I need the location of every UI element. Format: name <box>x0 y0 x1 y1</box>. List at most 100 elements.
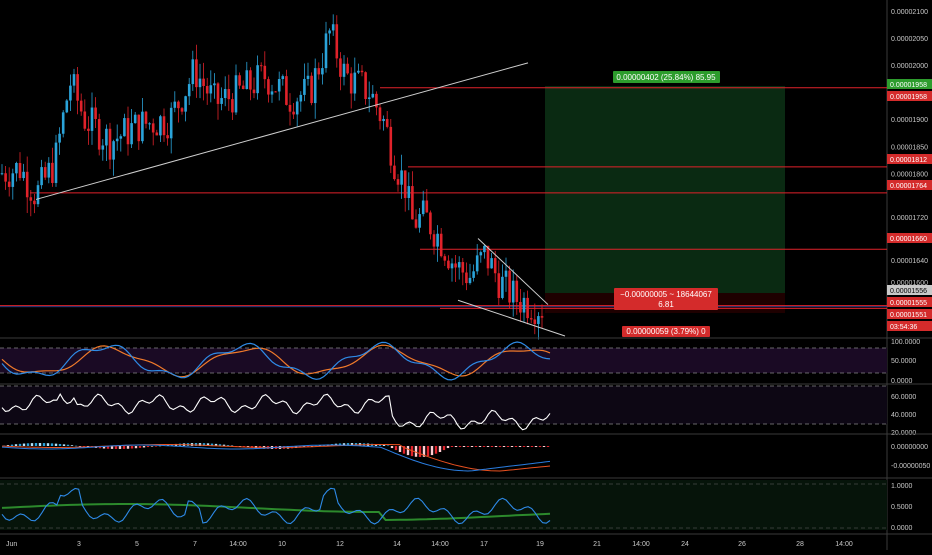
candle-body <box>43 167 47 178</box>
time-axis-label: 14:00 <box>431 541 449 548</box>
macd-hist-bar <box>434 446 438 454</box>
candles <box>0 14 544 340</box>
macd-hist-bar <box>386 445 390 447</box>
macd-hist-bar <box>210 443 214 446</box>
candle-body <box>382 118 385 122</box>
target-label-bg <box>613 71 720 83</box>
candle-body <box>256 65 259 94</box>
candle-body <box>159 116 162 136</box>
candle-body <box>522 297 526 313</box>
macd-hist-bar <box>350 443 354 446</box>
price-axis-label: 0.00001720 <box>891 215 928 222</box>
candle-body <box>335 24 339 59</box>
candle-body <box>195 59 198 88</box>
candle-body <box>342 63 346 77</box>
macd-hist-bar <box>58 443 62 446</box>
macd-hist-bar <box>46 443 50 446</box>
macd-hist-bar <box>530 446 534 447</box>
time-axis-label: 14:00 <box>835 541 853 548</box>
macd-hist-bar <box>346 443 350 446</box>
candle-body <box>245 70 249 89</box>
candle-body <box>418 214 421 228</box>
macd-hist-bar <box>418 446 422 457</box>
price-axis-label: 0.00001800 <box>891 171 928 178</box>
time-axis-label: 19 <box>536 541 544 548</box>
candle-body <box>198 78 202 88</box>
candle-body <box>511 280 515 303</box>
candle-body <box>29 197 33 201</box>
macd-hist-bar <box>206 443 210 446</box>
candle-body <box>295 101 299 115</box>
candle-body <box>11 173 15 187</box>
macd-hist-bar <box>22 443 26 446</box>
macd-hist-bar <box>138 446 142 448</box>
price-axis-label: 0.00001600 <box>891 280 928 287</box>
candle-body <box>501 276 504 298</box>
candle-body <box>468 277 472 284</box>
target-label: 0.00000402 (25.84%) 85.95 <box>613 71 720 83</box>
entry-label: −0.00000005 ~ 18644067 6.81 <box>614 288 718 310</box>
candle-body <box>443 256 447 261</box>
stoch-k-line <box>1 341 551 381</box>
time-axis-label: 26 <box>738 541 746 548</box>
macd-hist-bar <box>82 446 86 447</box>
candle-body <box>22 171 25 179</box>
candle-body <box>18 163 22 179</box>
macd-hist-bar <box>438 446 442 452</box>
candle-body <box>112 141 115 160</box>
candle-body <box>151 123 155 133</box>
macd-axis-label: 0.00000000 <box>891 444 928 451</box>
candle-body <box>360 70 364 73</box>
macd-hist-bar <box>74 445 78 447</box>
macd-hist-bar <box>122 446 126 449</box>
candle-body <box>411 186 414 220</box>
candle-body <box>72 74 76 86</box>
price-badge-text: 0.00001958 <box>890 94 927 101</box>
candle-body <box>439 233 443 257</box>
macd-hist-bar <box>70 445 74 446</box>
stoch-axis-label: 0.0000 <box>891 378 913 385</box>
macd-hist-bar <box>38 443 42 446</box>
stop-label-bg <box>622 326 710 337</box>
candle-body <box>87 128 90 131</box>
candle-body <box>403 170 407 198</box>
candle-body <box>414 219 418 228</box>
macd-hist-bar <box>538 446 542 447</box>
macd-hist-bar <box>198 443 202 446</box>
rsi-line <box>1 392 551 431</box>
candle-body <box>493 258 497 274</box>
candle-body <box>303 78 306 95</box>
time-axis-label: 10 <box>278 541 286 548</box>
candle-body <box>447 260 450 269</box>
macd-hist-bar <box>102 446 106 449</box>
price-badge-bg <box>887 297 932 307</box>
candle-body <box>508 270 511 303</box>
price-badge-text: 0.00001660 <box>890 236 927 243</box>
candle-body <box>101 145 105 150</box>
candle-body <box>40 167 43 186</box>
candle-body <box>177 101 180 109</box>
candle-body <box>378 107 382 122</box>
candle-body <box>349 73 353 94</box>
candle-body <box>241 85 245 89</box>
macd-hist-bar <box>126 446 130 449</box>
macd-hist-bar <box>526 446 530 447</box>
trend-lines <box>35 62 566 337</box>
time-axis-label: 14:00 <box>632 541 650 548</box>
macd-hist-bar <box>378 444 382 446</box>
trend-line <box>35 62 529 200</box>
macd-hist-bar <box>458 446 462 447</box>
time-axis-label: 17 <box>480 541 488 548</box>
macd-hist-bar <box>54 443 58 446</box>
candle-body <box>105 128 108 146</box>
candle-body <box>472 271 475 278</box>
candle-body <box>137 114 141 142</box>
time-axis-label: 7 <box>193 541 197 548</box>
candle-body <box>238 75 241 86</box>
candle-body <box>371 93 375 98</box>
candle-body <box>515 280 519 302</box>
rsi-axis-label: 40.0000 <box>891 412 916 419</box>
candle-body <box>227 89 231 100</box>
macd-hist-bar <box>10 444 14 446</box>
